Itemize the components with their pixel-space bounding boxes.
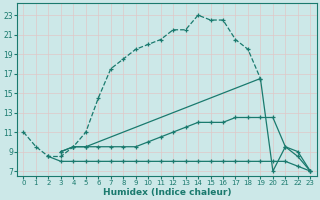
X-axis label: Humidex (Indice chaleur): Humidex (Indice chaleur) — [103, 188, 231, 197]
